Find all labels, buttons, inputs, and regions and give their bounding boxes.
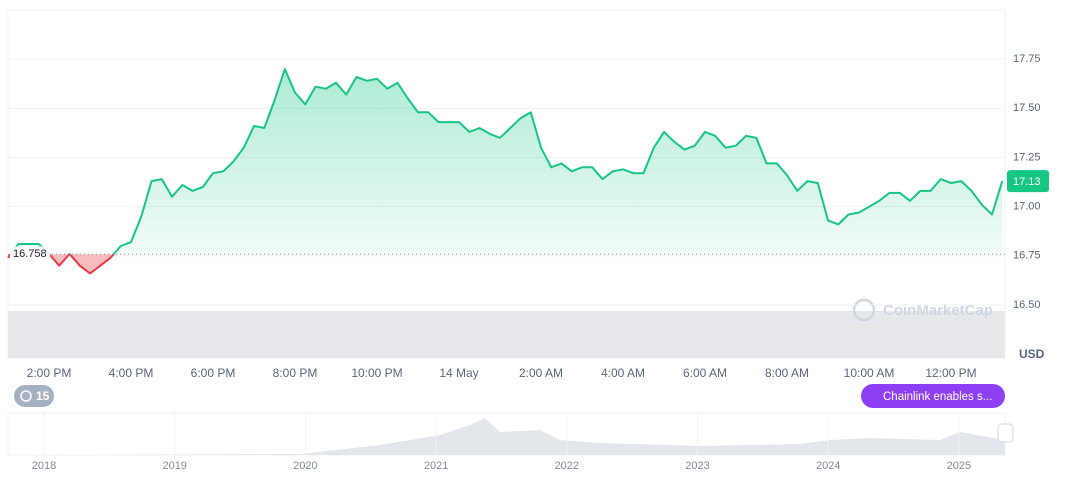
watermark-text: CoinMarketCap [883,302,993,319]
x-tick-label: 8:00 AM [765,366,809,380]
currency-label: USD [1019,347,1045,361]
navigator-label: 2020 [293,460,317,472]
navigator-label: 2025 [947,460,971,472]
y-tick-label: 17.00 [1013,201,1041,213]
baseline-label: 16.758 [13,248,47,260]
navigator-label: 2019 [162,460,186,472]
navigator-label: 2023 [685,460,709,472]
navigator-label: 2018 [32,460,56,472]
history-badge[interactable]: 15 [14,385,54,407]
x-tick-label: 2:00 AM [519,366,563,380]
x-tick-label: 10:00 PM [351,366,402,380]
x-tick-label: 4:00 AM [601,366,645,380]
x-tick-label: 6:00 PM [191,366,236,380]
x-tick-label: 6:00 AM [683,366,727,380]
history-count: 15 [36,389,50,403]
x-tick-label: 8:00 PM [273,366,318,380]
baseline-label-bg [10,246,50,263]
x-tick-label: 10:00 AM [844,366,895,380]
x-tick-label: 4:00 PM [109,366,154,380]
area-up [10,69,1003,255]
area-down [8,254,1003,274]
x-tick-label: 14 May [439,366,478,380]
y-tick-label: 17.50 [1013,102,1041,114]
y-tick-label: 16.50 [1013,299,1041,311]
news-text: Chainlink enables s... [883,391,992,403]
last-price-tag [1007,170,1049,193]
price-line-up [9,68,1004,255]
watermark: CoinMarketCap [852,298,993,322]
x-tick-label: 12:00 PM [925,366,976,380]
volume-area [8,311,1005,358]
navigator: 2018 2019 2020 2021 2022 2023 2024 2025 [7,412,1014,472]
y-tick-label: 16.75 [1013,250,1041,262]
last-price-label: 17.13 [1013,176,1041,188]
navigator-label: 2022 [555,460,579,472]
navigator-handle[interactable] [997,423,1014,443]
news-badge[interactable]: Chainlink enables s... [861,384,1005,408]
x-tick-label: 2:00 PM [27,366,72,380]
y-tick-label: 17.25 [1013,151,1041,163]
navigator-label: 2024 [816,460,840,472]
navigator-label: 2021 [424,460,448,472]
y-tick-label: 17.75 [1013,53,1041,65]
